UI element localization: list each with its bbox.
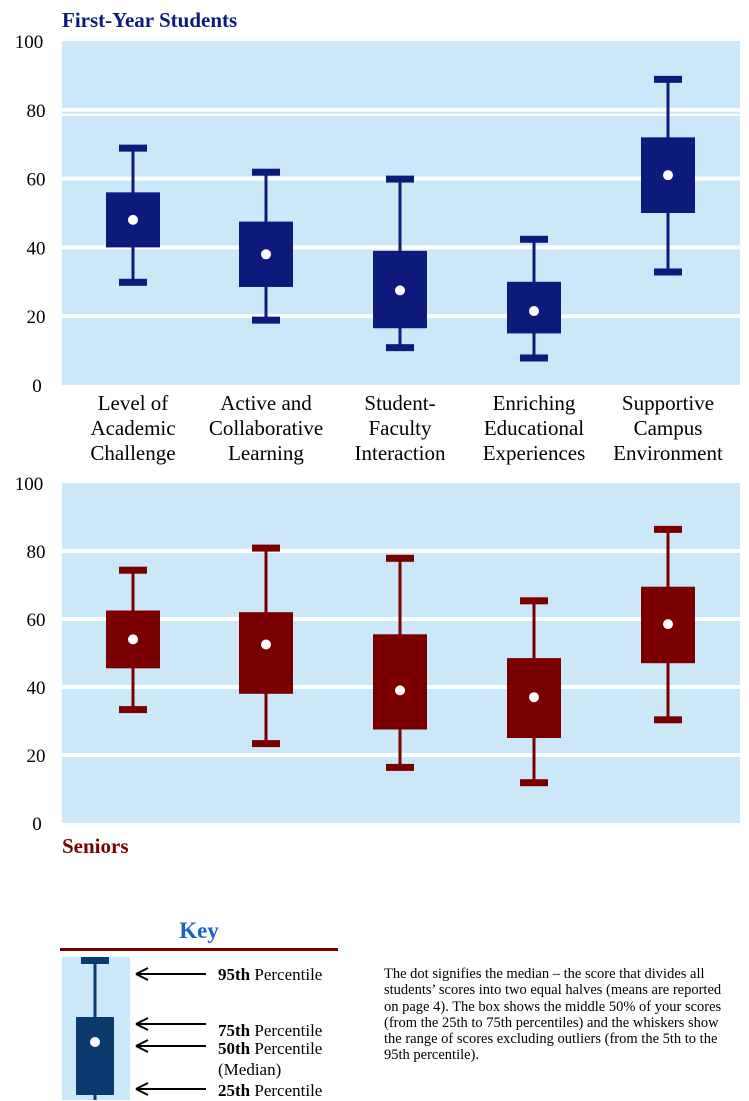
box-4 (507, 597, 561, 787)
whisker-cap-5 (119, 706, 147, 714)
y-tick-0: 0 (32, 814, 42, 835)
category-label: Learning (228, 441, 304, 465)
y-tick-20: 20 (27, 307, 46, 328)
whisker-cap-5 (520, 779, 548, 787)
whisker-cap-95 (119, 144, 147, 152)
key-arrowhead-3 (135, 1039, 149, 1053)
median-dot (128, 214, 138, 225)
key-description: The dot signifies the median – the score… (384, 966, 722, 1064)
category-label: Environment (613, 441, 723, 465)
box-3 (373, 554, 427, 771)
key-label-95: 95th Percentile (218, 965, 323, 984)
whisker-cap-95 (654, 75, 682, 83)
gridline-80 (62, 107, 740, 112)
key-arrowhead-1 (135, 967, 149, 981)
box-5 (641, 525, 695, 724)
y-tick-60: 60 (27, 170, 46, 191)
category-label: Enriching (493, 391, 576, 415)
whisker-cap-5 (386, 344, 414, 352)
whisker-cap-5 (252, 740, 280, 748)
key-arrowhead-4 (135, 1082, 149, 1096)
key-label-25: 25th Percentile (218, 1081, 323, 1100)
median-dot (261, 639, 271, 650)
category-label: Challenge (90, 441, 175, 465)
y-tick-40: 40 (27, 678, 46, 699)
whisker-cap-5 (520, 354, 548, 362)
box-2 (239, 544, 293, 748)
median-dot (395, 685, 405, 696)
whisker-cap-5 (654, 716, 682, 724)
gridline-80-secondary (62, 113, 740, 116)
category-label: Educational (484, 416, 584, 440)
whisker-cap-95 (119, 566, 147, 574)
box-1 (106, 144, 160, 286)
whisker-cap-5 (252, 316, 280, 324)
category-label: Supportive (622, 391, 714, 415)
category-label: Collaborative (209, 416, 323, 440)
whisker-cap-5 (386, 763, 414, 771)
category-label: Interaction (355, 441, 446, 465)
y-tick-80: 80 (27, 101, 46, 122)
key-divider (60, 948, 338, 951)
box-2 (239, 168, 293, 324)
box-4 (507, 235, 561, 362)
box-iqr (373, 634, 427, 730)
median-dot (663, 619, 673, 630)
category-label: Academic (90, 416, 175, 440)
whisker-cap-95 (520, 597, 548, 605)
category-label: Level of (98, 391, 169, 415)
median-dot (663, 170, 673, 181)
key-example-panel (62, 957, 130, 1100)
category-label: Campus (634, 416, 703, 440)
y-tick-60: 60 (27, 610, 46, 631)
median-dot (529, 306, 539, 317)
key-title: Key (179, 918, 219, 943)
median-dot (261, 249, 271, 260)
whisker-cap-95 (252, 544, 280, 552)
box-3 (373, 175, 427, 352)
box-iqr (239, 612, 293, 694)
y-tick-20: 20 (27, 746, 46, 767)
y-tick-0: 0 (32, 376, 42, 397)
whisker-cap-95 (386, 175, 414, 183)
category-label: Experiences (483, 441, 586, 465)
whisker-cap-5 (654, 268, 682, 276)
box-5 (641, 75, 695, 276)
y-tick-100: 100 (15, 474, 44, 495)
first-year-title: First-Year Students (62, 8, 238, 32)
key-arrowhead-2 (135, 1017, 149, 1031)
gridline-80 (62, 549, 740, 553)
box-1 (106, 566, 160, 714)
whisker-cap-95 (386, 554, 414, 562)
y-tick-80: 80 (27, 542, 46, 563)
category-label: Student- (364, 391, 435, 415)
key-label-75: 75th Percentile (218, 1021, 323, 1040)
key-label-50: 50th Percentile (Median) (218, 1039, 323, 1079)
whisker-cap-5 (119, 278, 147, 286)
y-tick-40: 40 (27, 238, 46, 259)
whisker-cap-95 (654, 525, 682, 533)
category-label: Active and (220, 391, 312, 415)
seniors-title: Seniors (62, 834, 129, 858)
whisker-cap-95 (520, 235, 548, 243)
median-dot (128, 634, 138, 645)
y-tick-100: 100 (15, 32, 44, 53)
category-label: Faculty (369, 416, 432, 440)
whisker-cap-95 (252, 168, 280, 176)
seniors-chart: 0 20 40 60 80 100 (15, 474, 740, 835)
median-dot (395, 285, 405, 296)
median-dot (529, 692, 539, 703)
